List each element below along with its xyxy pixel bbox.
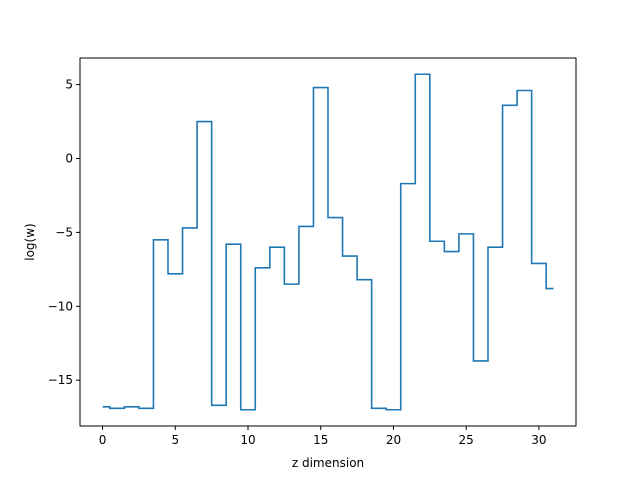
x-tick-label: 5 bbox=[171, 433, 179, 447]
x-tick-label: 15 bbox=[313, 433, 328, 447]
x-tick-label: 10 bbox=[240, 433, 255, 447]
plot-area bbox=[102, 73, 554, 411]
x-tick-label: 25 bbox=[459, 433, 474, 447]
y-tick-label: −10 bbox=[48, 299, 73, 313]
y-tick-label: −5 bbox=[55, 225, 73, 239]
axes-frame bbox=[79, 57, 577, 427]
x-tick-label: 0 bbox=[99, 433, 107, 447]
x-tick-label: 30 bbox=[531, 433, 546, 447]
series-line-0 bbox=[102, 73, 554, 411]
y-tick-label: 5 bbox=[65, 78, 73, 92]
x-axis-ticks: 0 5 10 15 20 25 30 bbox=[99, 426, 547, 447]
y-tick-label: −15 bbox=[48, 373, 73, 387]
y-axis-label: log(w) bbox=[23, 223, 37, 260]
y-tick-label: 0 bbox=[65, 151, 73, 165]
x-axis-label: z dimension bbox=[292, 456, 364, 470]
y-axis-ticks: 5 0 −5 −10 −15 bbox=[48, 78, 80, 387]
x-tick-label: 20 bbox=[386, 433, 401, 447]
